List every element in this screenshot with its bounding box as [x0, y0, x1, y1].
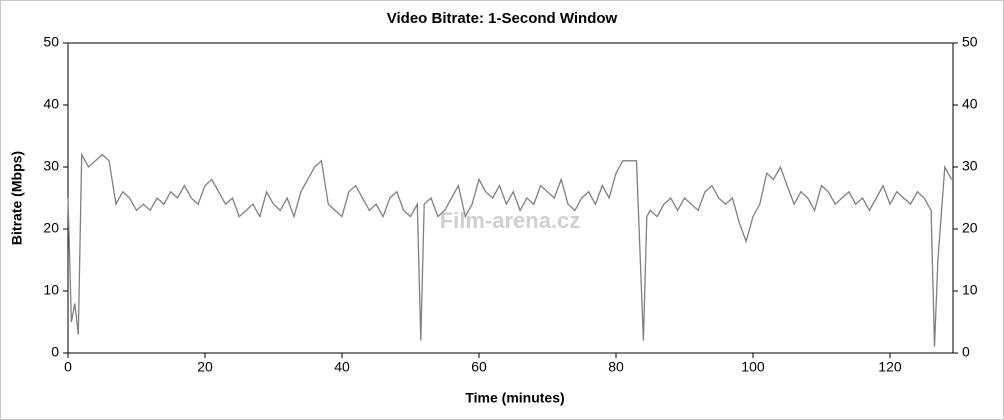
y2-tick-label: 30 — [962, 158, 978, 174]
x-tick-label: 100 — [741, 359, 765, 375]
x-tick-label: 40 — [334, 359, 350, 375]
y-tick-label: 30 — [43, 158, 59, 174]
chart-title: Video Bitrate: 1-Second Window — [387, 10, 618, 27]
x-tick-label: 60 — [471, 359, 487, 375]
x-tick-label: 0 — [64, 359, 72, 375]
x-tick-label: 20 — [197, 359, 213, 375]
y-tick-label: 10 — [43, 282, 59, 298]
line — [67, 152, 953, 347]
y-tick-label: 20 — [43, 220, 59, 236]
y2-tick-label: 40 — [962, 96, 978, 112]
y-tick-label: 40 — [43, 96, 59, 112]
y2-tick-label: 50 — [962, 34, 978, 50]
y2-tick-label: 0 — [962, 344, 970, 360]
watermark: Film-arena.cz — [440, 208, 581, 233]
x-tick-label: 120 — [878, 359, 902, 375]
x-axis-title: Time (minutes) — [465, 390, 564, 406]
y-tick-label: 0 — [51, 344, 59, 360]
y-tick-label: 50 — [43, 34, 59, 50]
y-axis-title: Bitrate (Mbps) — [9, 151, 25, 245]
y2-tick-label: 10 — [962, 282, 978, 298]
y2-tick-label: 20 — [962, 220, 978, 236]
x-tick-label: 80 — [608, 359, 624, 375]
